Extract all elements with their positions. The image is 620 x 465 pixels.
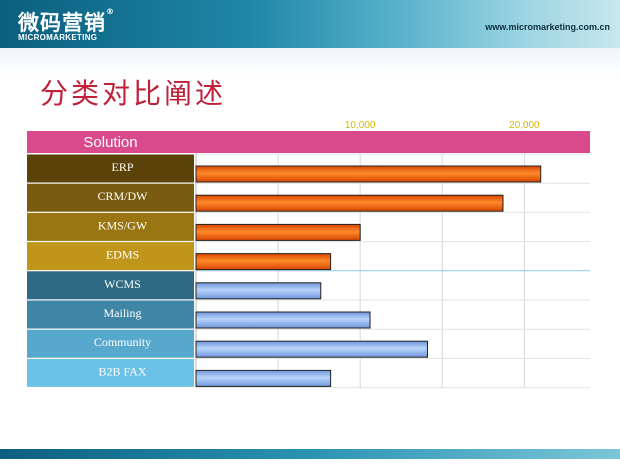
bar <box>195 311 371 329</box>
category-header-label: Solution <box>83 134 137 151</box>
bar <box>195 282 322 300</box>
bar <box>195 223 361 241</box>
header-band <box>27 131 590 153</box>
bar <box>195 340 428 358</box>
header-banner: 微码营销® MICROMARKETING www.micromarketing.… <box>0 0 620 48</box>
category-label: Mailing <box>104 306 142 320</box>
category-label: CRM/DW <box>97 189 148 203</box>
category-label: Community <box>94 335 151 349</box>
category-label: KMS/GW <box>98 218 148 232</box>
x-tick-label: 20,000 <box>509 120 540 131</box>
category-label: WCMS <box>104 277 141 291</box>
header-shadow-band <box>0 48 620 76</box>
category-cell <box>27 242 194 271</box>
footer-bar <box>0 449 620 459</box>
website-url: www.micromarketing.com.cn <box>485 22 610 32</box>
logo: 微码营销® <box>18 7 115 37</box>
logo-text-en: MICROMARKETING <box>18 33 98 42</box>
category-cell <box>27 154 194 183</box>
category-cell <box>27 358 194 387</box>
category-label: ERP <box>111 160 133 174</box>
category-cell <box>27 300 194 329</box>
category-label: EDMS <box>106 248 139 262</box>
logo-text-cn: 微码营销 <box>18 11 106 35</box>
category-cell <box>27 271 194 300</box>
category-cell <box>27 183 194 212</box>
registered-mark: ® <box>106 7 115 16</box>
bar <box>195 253 332 271</box>
bar <box>195 165 542 183</box>
bar <box>195 369 332 387</box>
category-cell <box>27 329 194 358</box>
page-title: 分类对比阐述 <box>40 77 227 110</box>
category-cell <box>27 212 194 241</box>
bar <box>195 194 504 212</box>
category-label: B2B FAX <box>98 364 146 378</box>
x-tick-label: 10,000 <box>345 120 376 131</box>
